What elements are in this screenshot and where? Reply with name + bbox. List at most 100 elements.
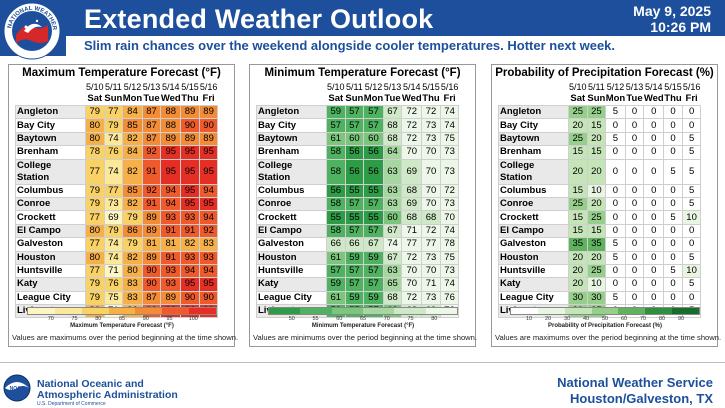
- value-cell: 20: [568, 250, 588, 265]
- day-header: Sun: [345, 93, 364, 106]
- table-row: Angleton 25 25 5 0 0 0 0: [498, 104, 702, 120]
- value-cell: 89: [198, 104, 219, 120]
- value-cell: 0: [643, 223, 665, 239]
- legend-swatch: [300, 308, 332, 314]
- city-name: Bay City: [15, 118, 86, 133]
- value-cell: 58: [326, 223, 346, 239]
- legend-swatch: [54, 308, 82, 314]
- table-row: Galveston 77 74 79 81 81 82 83: [15, 237, 219, 252]
- table-row: Katy 20 10 0 0 0 0 5: [498, 277, 702, 292]
- value-cell: 72: [439, 183, 460, 198]
- value-cell: 79: [103, 223, 124, 239]
- day-header: Thu: [180, 93, 200, 106]
- value-cell: 0: [663, 183, 683, 198]
- legend-ticks: 70 75 80 85 90 95 100: [27, 316, 217, 324]
- value-cell: 94: [198, 210, 219, 225]
- value-cell: 0: [643, 183, 665, 198]
- value-cell: 10: [586, 183, 607, 198]
- issue-date: May 9, 2025: [633, 3, 711, 19]
- legend-swatch: [394, 308, 426, 314]
- table-row: Houston 61 59 59 67 72 73 75: [256, 250, 460, 265]
- legend-swatch: [135, 308, 163, 314]
- value-cell: 0: [605, 263, 626, 279]
- panel-footnote: Values are maximums over the period begi…: [495, 333, 722, 342]
- value-cell: 20: [586, 250, 607, 265]
- table-row: Columbus 15 10 0 0 0 0 5: [498, 183, 702, 198]
- value-cell: 0: [643, 250, 665, 265]
- value-cell: 0: [624, 145, 645, 160]
- value-cell: 0: [605, 210, 626, 225]
- value-cell: 79: [122, 210, 143, 225]
- value-cell: 0: [643, 158, 665, 185]
- value-cell: 91: [180, 223, 200, 239]
- legend-swatch: [269, 308, 301, 314]
- value-cell: 95: [198, 277, 219, 292]
- value-cell: 72: [401, 104, 423, 120]
- value-cell: 0: [663, 223, 683, 239]
- value-cell: 57: [344, 263, 365, 279]
- value-cell: 90: [180, 118, 200, 133]
- value-cell: 60: [344, 131, 365, 147]
- value-cell: 70: [401, 145, 423, 160]
- noaa-department: U.S. Department of Commerce: [37, 401, 106, 407]
- value-cell: 56: [344, 158, 365, 185]
- legend-swatch: [362, 308, 395, 314]
- value-cell: 15: [568, 183, 588, 198]
- value-cell: 69: [401, 158, 423, 185]
- value-cell: 0: [605, 223, 626, 239]
- value-cell: 67: [382, 104, 403, 120]
- legend-tick-label: 95: [166, 316, 173, 322]
- legend-swatch: [618, 308, 646, 314]
- value-cell: 57: [344, 196, 365, 212]
- value-cell: 15: [586, 118, 607, 133]
- legend-ticks: 50 55 60 65 70 75 80: [268, 316, 458, 324]
- table-row: College Station 77 74 82 91 95 95 95: [15, 158, 219, 185]
- table-row: Baytown 25 20 5 0 0 0 5: [498, 131, 702, 147]
- value-cell: 81: [141, 237, 162, 252]
- value-cell: 65: [382, 277, 403, 292]
- value-cell: 69: [103, 210, 124, 225]
- value-cell: 0: [643, 237, 665, 252]
- city-name: Columbus: [15, 183, 86, 198]
- date-header: 5/12: [364, 82, 383, 92]
- header-blank: [498, 93, 569, 106]
- value-cell: 55: [326, 210, 346, 225]
- value-cell: 0: [624, 263, 645, 279]
- legend-label: Probability of Precipitation Forecast (%…: [547, 323, 663, 329]
- value-cell: 61: [326, 131, 346, 147]
- legend-color-bar: [268, 307, 458, 315]
- date-header: 5/16: [440, 82, 459, 92]
- day-header: Tue: [383, 93, 402, 106]
- city-name: Galveston: [256, 237, 327, 252]
- value-cell: 20: [586, 196, 607, 212]
- value-cell: 0: [643, 210, 665, 225]
- value-cell: 5: [663, 263, 683, 279]
- value-cell: 69: [401, 196, 423, 212]
- value-cell: 56: [344, 145, 365, 160]
- value-cell: 58: [326, 158, 346, 185]
- page-title: Extended Weather Outlook: [84, 4, 434, 34]
- panel-title: Minimum Temperature Forecast (°F): [264, 67, 461, 79]
- value-cell: 89: [160, 131, 182, 147]
- legend-swatch: [591, 308, 619, 314]
- city-name: Brenham: [256, 145, 327, 160]
- value-cell: 15: [586, 145, 607, 160]
- day-header: Wed: [160, 93, 181, 106]
- value-cell: 61: [326, 250, 346, 265]
- value-cell: 77: [85, 237, 105, 252]
- legend-tick-label: 55: [312, 316, 319, 322]
- value-cell: 59: [326, 277, 346, 292]
- value-cell: 95: [180, 158, 200, 185]
- value-cell: 10: [681, 210, 702, 225]
- value-cell: 74: [382, 237, 403, 252]
- legend-swatch: [108, 308, 136, 314]
- legend-label: Minimum Temperature Forecast (°F): [311, 323, 415, 329]
- city-name: Houston: [256, 250, 327, 265]
- table-row: Angleton 79 77 84 87 88 89 89: [15, 104, 219, 120]
- panel-title: Probability of Precipitation Forecast (%…: [495, 67, 714, 79]
- city-name: Columbus: [498, 183, 569, 198]
- value-cell: 77: [421, 237, 441, 252]
- city-name: Angleton: [15, 104, 86, 120]
- value-cell: 88: [160, 104, 182, 120]
- city-name: Conroe: [256, 196, 327, 212]
